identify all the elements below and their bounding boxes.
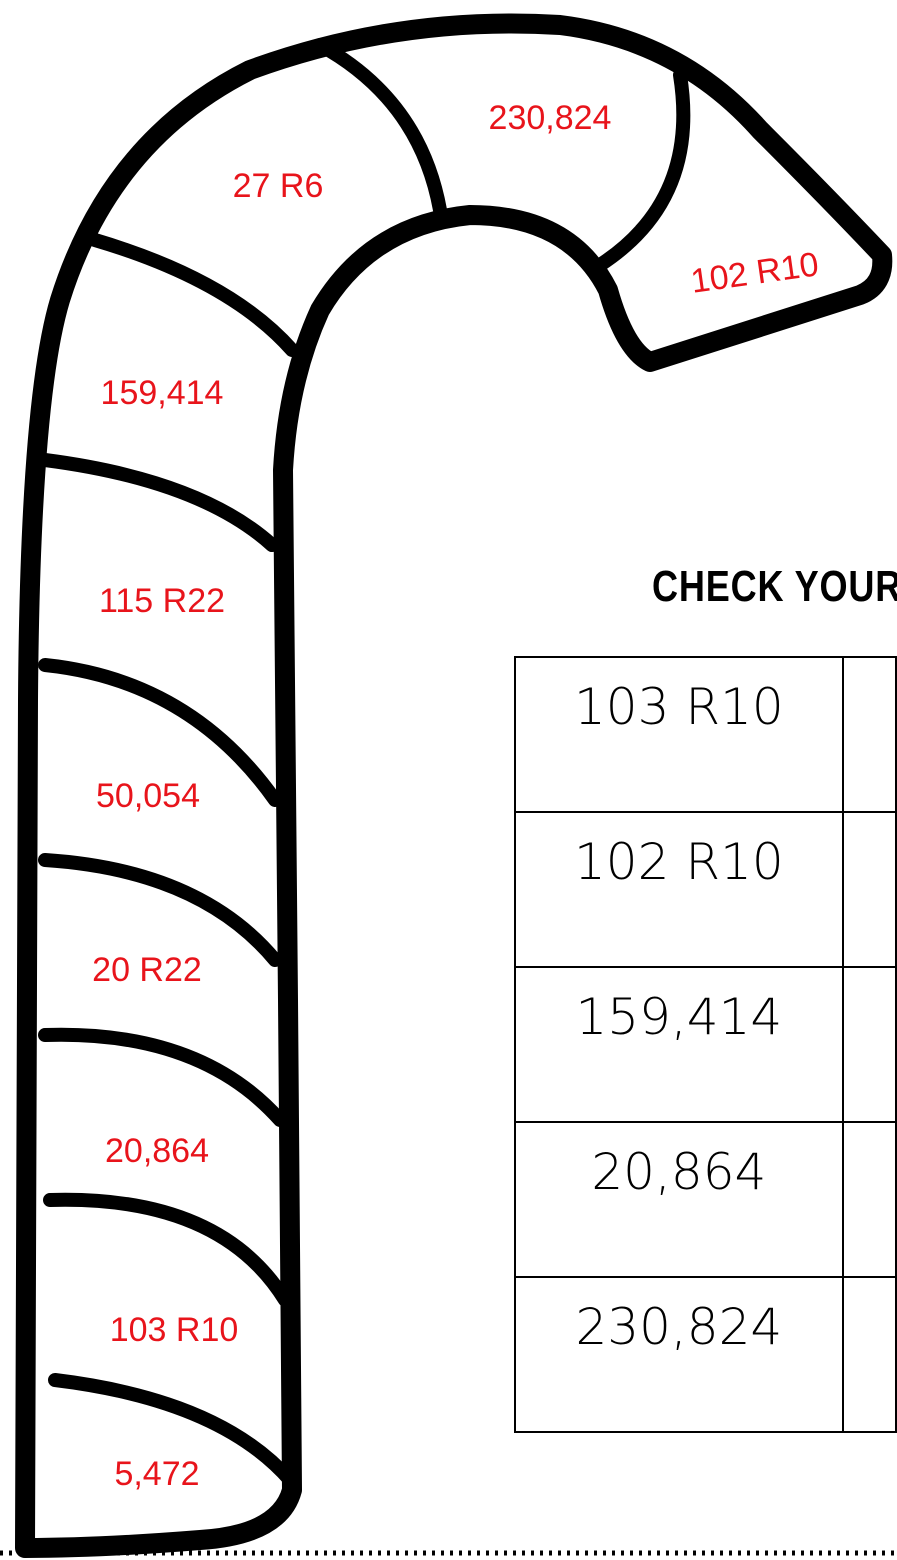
cane-label: 27 R6 [233, 167, 324, 205]
table-row: 103 R10 [515, 657, 896, 812]
table-row: 159,414 [515, 967, 896, 1122]
table-cell-empty [843, 967, 896, 1122]
cane-label: 102 R10 [688, 245, 821, 301]
table-cell-empty [843, 657, 896, 812]
table-row: 20,864 [515, 1122, 896, 1277]
cane-label: 50,054 [96, 777, 200, 815]
cane-label: 20 R22 [92, 951, 202, 989]
table-cell: 20,864 [515, 1122, 843, 1277]
table-cell-empty [843, 1277, 896, 1432]
table-cell-empty [843, 1122, 896, 1277]
cane-label: 159,414 [101, 374, 224, 412]
cane-label: 115 R22 [99, 582, 225, 620]
check-title: CHECK YOUR [652, 562, 897, 612]
table-cell: 159,414 [515, 967, 843, 1122]
cane-label: 20,864 [105, 1132, 209, 1170]
table-row: 102 R10 [515, 812, 896, 967]
table-cell: 230,824 [515, 1277, 843, 1432]
cane-label: 5,472 [114, 1455, 199, 1493]
cane-label: 230,824 [489, 99, 612, 137]
cane-label: 103 R10 [110, 1311, 239, 1349]
table-cell-empty [843, 812, 896, 967]
page: 230,824 27 R6 102 R10 159,414 115 R22 50… [0, 0, 897, 1560]
table-cell: 102 R10 [515, 812, 843, 967]
table-cell: 103 R10 [515, 657, 843, 812]
answer-table: 103 R10 102 R10 159,414 20,864 230,824 [514, 656, 897, 1433]
table-row: 230,824 [515, 1277, 896, 1432]
